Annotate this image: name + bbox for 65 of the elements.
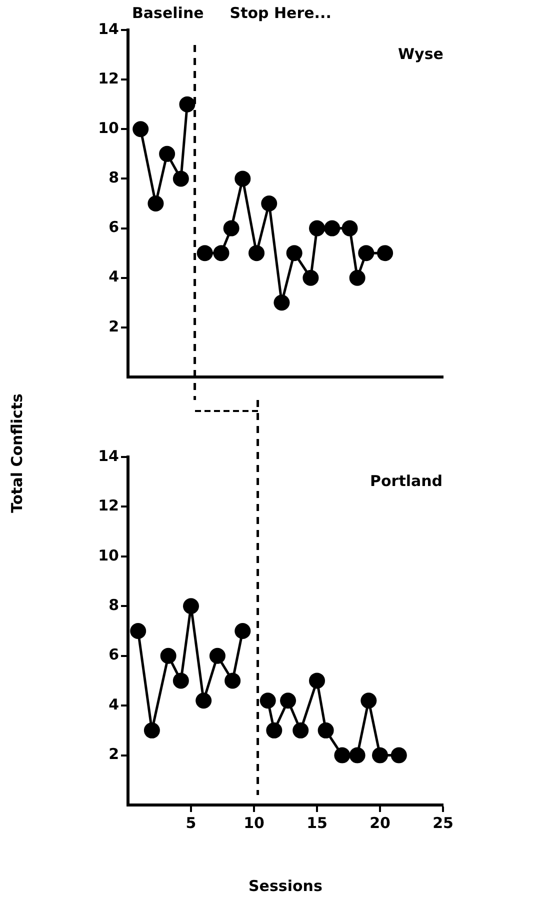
point bbox=[248, 245, 265, 262]
point bbox=[274, 294, 290, 311]
point bbox=[358, 245, 374, 262]
point bbox=[349, 747, 366, 764]
x-tick-label: 10 bbox=[244, 814, 264, 832]
point bbox=[159, 146, 176, 162]
text: Baseline bbox=[132, 4, 204, 22]
text: Wyse bbox=[398, 45, 444, 63]
y-tick-label: 10 bbox=[98, 119, 119, 138]
point bbox=[172, 170, 189, 187]
point bbox=[179, 96, 196, 112]
point bbox=[148, 196, 164, 212]
point bbox=[234, 170, 251, 187]
point bbox=[223, 220, 240, 236]
y-tick-label: 2 bbox=[108, 317, 119, 336]
y-tick-label: 2 bbox=[108, 745, 119, 764]
point bbox=[172, 672, 189, 689]
point bbox=[342, 220, 358, 236]
point bbox=[334, 747, 350, 764]
point bbox=[292, 722, 309, 738]
text: Portland bbox=[370, 472, 443, 490]
point bbox=[213, 245, 230, 262]
x-tick-label: 15 bbox=[306, 814, 328, 832]
point bbox=[261, 196, 278, 212]
point bbox=[390, 747, 407, 764]
text: Stop Here... bbox=[230, 4, 332, 22]
point bbox=[234, 623, 251, 639]
point bbox=[360, 692, 377, 709]
point bbox=[324, 220, 340, 236]
point bbox=[318, 722, 334, 738]
point bbox=[209, 648, 226, 664]
point bbox=[132, 121, 149, 138]
point bbox=[183, 598, 199, 614]
point bbox=[286, 245, 302, 262]
y-tick-label: 8 bbox=[108, 596, 119, 614]
point bbox=[130, 623, 146, 639]
x-axis-title: Sessions bbox=[248, 877, 322, 895]
point bbox=[260, 692, 276, 709]
y-tick-label: 14 bbox=[98, 20, 119, 38]
y-tick-label: 6 bbox=[108, 218, 119, 236]
y-tick-label: 10 bbox=[98, 546, 119, 564]
y-tick-label: 6 bbox=[108, 646, 119, 664]
y-tick-label: 4 bbox=[108, 268, 119, 286]
point bbox=[302, 270, 319, 286]
point bbox=[372, 747, 388, 764]
point bbox=[309, 220, 325, 236]
x-tick-label: 20 bbox=[370, 814, 390, 832]
y-tick-label: 12 bbox=[98, 69, 119, 88]
point bbox=[280, 692, 296, 709]
x-tick-label: 5 bbox=[186, 814, 196, 832]
y-tick-label: 4 bbox=[108, 695, 119, 714]
point bbox=[377, 245, 394, 262]
y-axis-title: Total Conflicts bbox=[8, 393, 26, 512]
y-tick-label: 14 bbox=[98, 446, 119, 465]
y-tick-label: 8 bbox=[108, 168, 119, 187]
point bbox=[196, 245, 213, 262]
point bbox=[349, 270, 366, 286]
point bbox=[196, 692, 212, 709]
point bbox=[160, 648, 176, 664]
y-tick-label: 12 bbox=[98, 496, 119, 515]
point bbox=[309, 672, 325, 689]
point bbox=[266, 722, 282, 738]
x-tick-label: 25 bbox=[432, 814, 454, 832]
point bbox=[224, 672, 241, 689]
point bbox=[144, 722, 160, 738]
